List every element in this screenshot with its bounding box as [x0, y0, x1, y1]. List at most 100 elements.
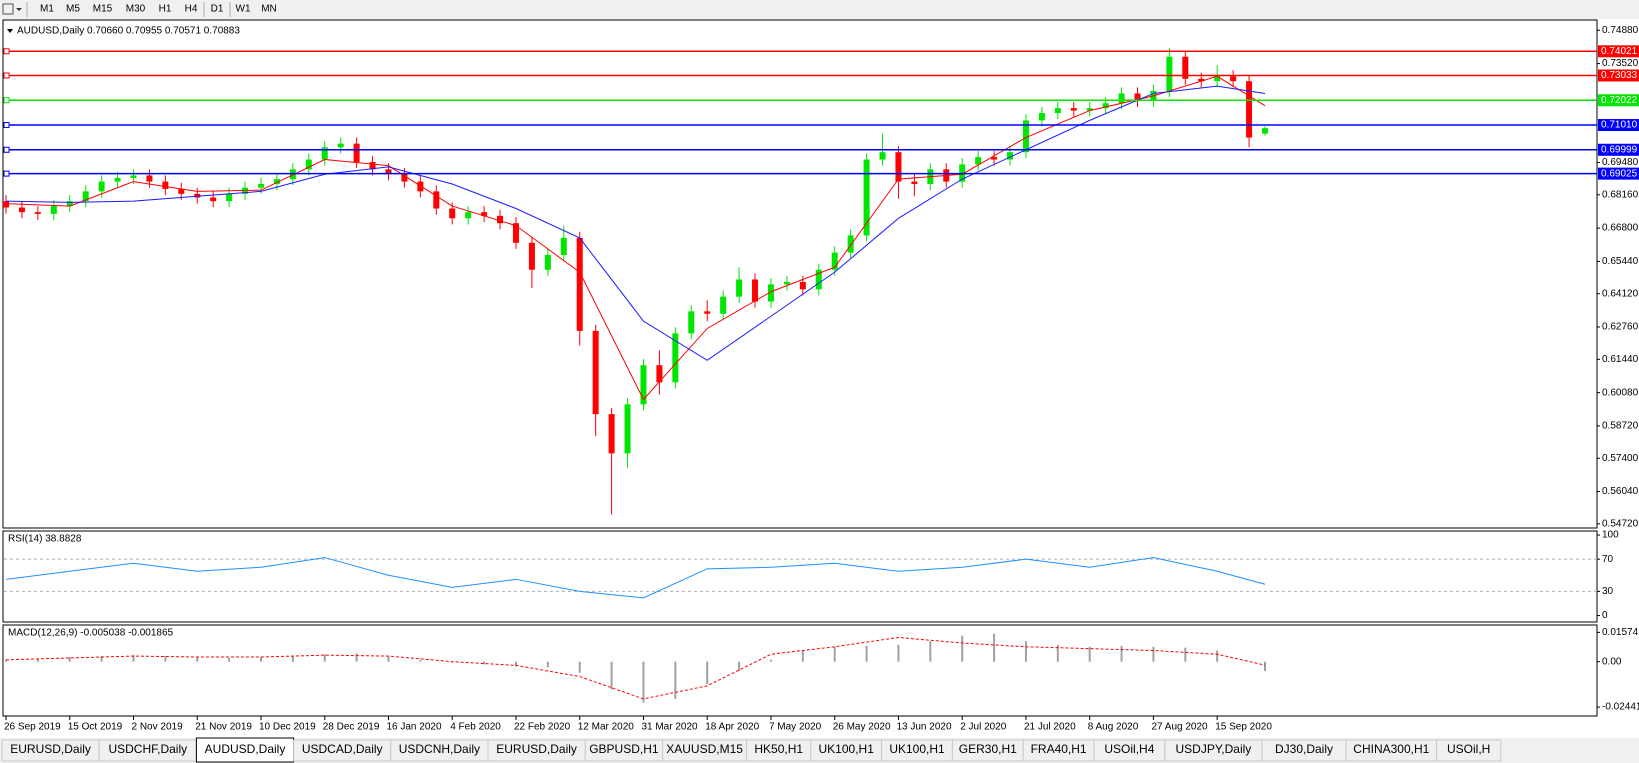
tab-label[interactable]: UK100,H1 — [819, 742, 875, 756]
candle-body — [1086, 108, 1093, 111]
toolbar-icon — [2, 3, 14, 15]
tab[interactable] — [1436, 739, 1502, 762]
macd-bar — [929, 641, 932, 662]
y-tick-label: 0.57400 — [1602, 453, 1639, 464]
candle-body — [799, 281, 806, 290]
y-tick-label: -0.024412 — [1602, 702, 1639, 713]
tab-label[interactable]: USDCAD,Daily — [302, 742, 383, 756]
timeframe-button[interactable]: M1 — [40, 4, 54, 15]
candle-body — [114, 177, 121, 182]
timeframe-button[interactable]: D1 — [211, 4, 224, 15]
timeframe-button[interactable]: M15 — [93, 4, 113, 15]
rsi-line — [5, 557, 1266, 599]
y-tick-label: 0.56040 — [1602, 486, 1639, 497]
timeframe-button[interactable]: W1 — [236, 4, 251, 15]
tab[interactable] — [195, 737, 295, 763]
candle-body — [544, 255, 551, 270]
y-tick-label: 0.65440 — [1602, 256, 1639, 267]
candle-body — [688, 311, 695, 334]
candle-body — [337, 143, 344, 148]
candle-body — [831, 252, 838, 270]
candle-body — [783, 281, 790, 285]
candle-body — [1102, 103, 1109, 109]
y-tick-label: 30 — [1602, 586, 1614, 597]
macd-bar — [259, 657, 262, 662]
candle-body — [385, 169, 392, 175]
y-tick-label: 0.68160 — [1602, 189, 1639, 200]
y-tick-label: 0.61440 — [1602, 354, 1639, 365]
candle-body — [895, 152, 902, 182]
tab-label[interactable]: AUDUSD,Daily — [205, 742, 286, 756]
tab-label[interactable]: USDJPY,Daily — [1175, 742, 1251, 756]
macd-bar — [610, 661, 613, 690]
tab-label[interactable]: USDCNH,Daily — [399, 742, 480, 756]
y-tick-label: 0.69480 — [1602, 157, 1639, 168]
tab-label[interactable]: CHINA300,H1 — [1353, 742, 1429, 756]
candle-body — [752, 279, 759, 302]
macd-bar — [865, 645, 868, 662]
x-tick-label: 26 Sep 2019 — [4, 722, 61, 733]
level-handle — [3, 170, 10, 177]
timeframe-button[interactable]: M30 — [126, 4, 146, 15]
candle-body — [226, 193, 233, 202]
x-tick-label: 13 Jun 2020 — [896, 722, 951, 733]
candle-body — [1007, 152, 1014, 160]
candle-body — [321, 147, 328, 160]
tab-label[interactable]: EURUSD,Daily — [496, 742, 577, 756]
timeframe-button[interactable]: MN — [261, 4, 277, 15]
y-tick-label: 0.66800 — [1602, 223, 1639, 234]
candle-body — [560, 237, 567, 256]
candle-body — [1230, 76, 1237, 82]
timeframe-button[interactable]: H4 — [185, 4, 198, 15]
tab-label[interactable]: EURUSD,Daily — [10, 742, 91, 756]
x-tick-label: 7 May 2020 — [769, 722, 822, 733]
candle-body — [720, 296, 727, 314]
level-label: 0.72022 — [1601, 95, 1638, 106]
tab-label[interactable]: FRA40,H1 — [1031, 742, 1087, 756]
tab-label[interactable]: GBPUSD,H1 — [589, 742, 659, 756]
tab-label[interactable]: USOil,H — [1447, 742, 1490, 756]
macd-bar — [132, 655, 135, 662]
level-label: 0.73033 — [1601, 70, 1638, 81]
macd-bar — [769, 659, 772, 662]
tab-label[interactable]: USDCHF,Daily — [108, 742, 187, 756]
macd-bar — [546, 661, 549, 668]
x-tick-label: 18 Apr 2020 — [705, 722, 759, 733]
x-tick-label: 15 Sep 2020 — [1215, 722, 1272, 733]
candle-body — [1246, 81, 1253, 138]
timeframe-button[interactable]: H1 — [159, 4, 172, 15]
y-tick-label: 0.54720 — [1602, 518, 1639, 529]
level-label: 0.71010 — [1601, 120, 1638, 131]
candle-body — [1118, 93, 1125, 104]
candle-body — [736, 279, 743, 297]
macd-bar — [1264, 661, 1266, 672]
candle-body — [50, 206, 57, 214]
candle-body — [1070, 108, 1077, 111]
tab-label[interactable]: UK100,H1 — [889, 742, 945, 756]
macd-bar — [355, 653, 358, 662]
tab-label[interactable]: USOil,H4 — [1104, 742, 1154, 756]
candle-body — [576, 237, 583, 331]
candle-body — [178, 188, 185, 194]
candle-body — [369, 161, 376, 170]
macd-bar — [196, 657, 199, 662]
timeframe-button[interactable]: M5 — [66, 4, 80, 15]
tab-label[interactable]: GER30,H1 — [959, 742, 1017, 756]
x-tick-label: 21 Nov 2019 — [195, 722, 252, 733]
candle-body — [975, 157, 982, 165]
candle-body — [481, 212, 488, 216]
moving-average — [5, 85, 1266, 361]
candle-body — [592, 330, 599, 415]
macd-bar — [801, 650, 804, 662]
macd-bar — [100, 656, 103, 662]
macd-bar — [1184, 647, 1187, 662]
tab-label[interactable]: HK50,H1 — [754, 742, 803, 756]
candle-body — [146, 175, 153, 182]
tab-label[interactable]: DJ30,Daily — [1275, 742, 1333, 756]
candle-body — [66, 201, 73, 207]
macd-bar — [1024, 641, 1027, 662]
candle-body — [82, 191, 89, 202]
tab-label[interactable]: XAUUSD,M15 — [666, 742, 743, 756]
candle-body — [704, 311, 711, 314]
